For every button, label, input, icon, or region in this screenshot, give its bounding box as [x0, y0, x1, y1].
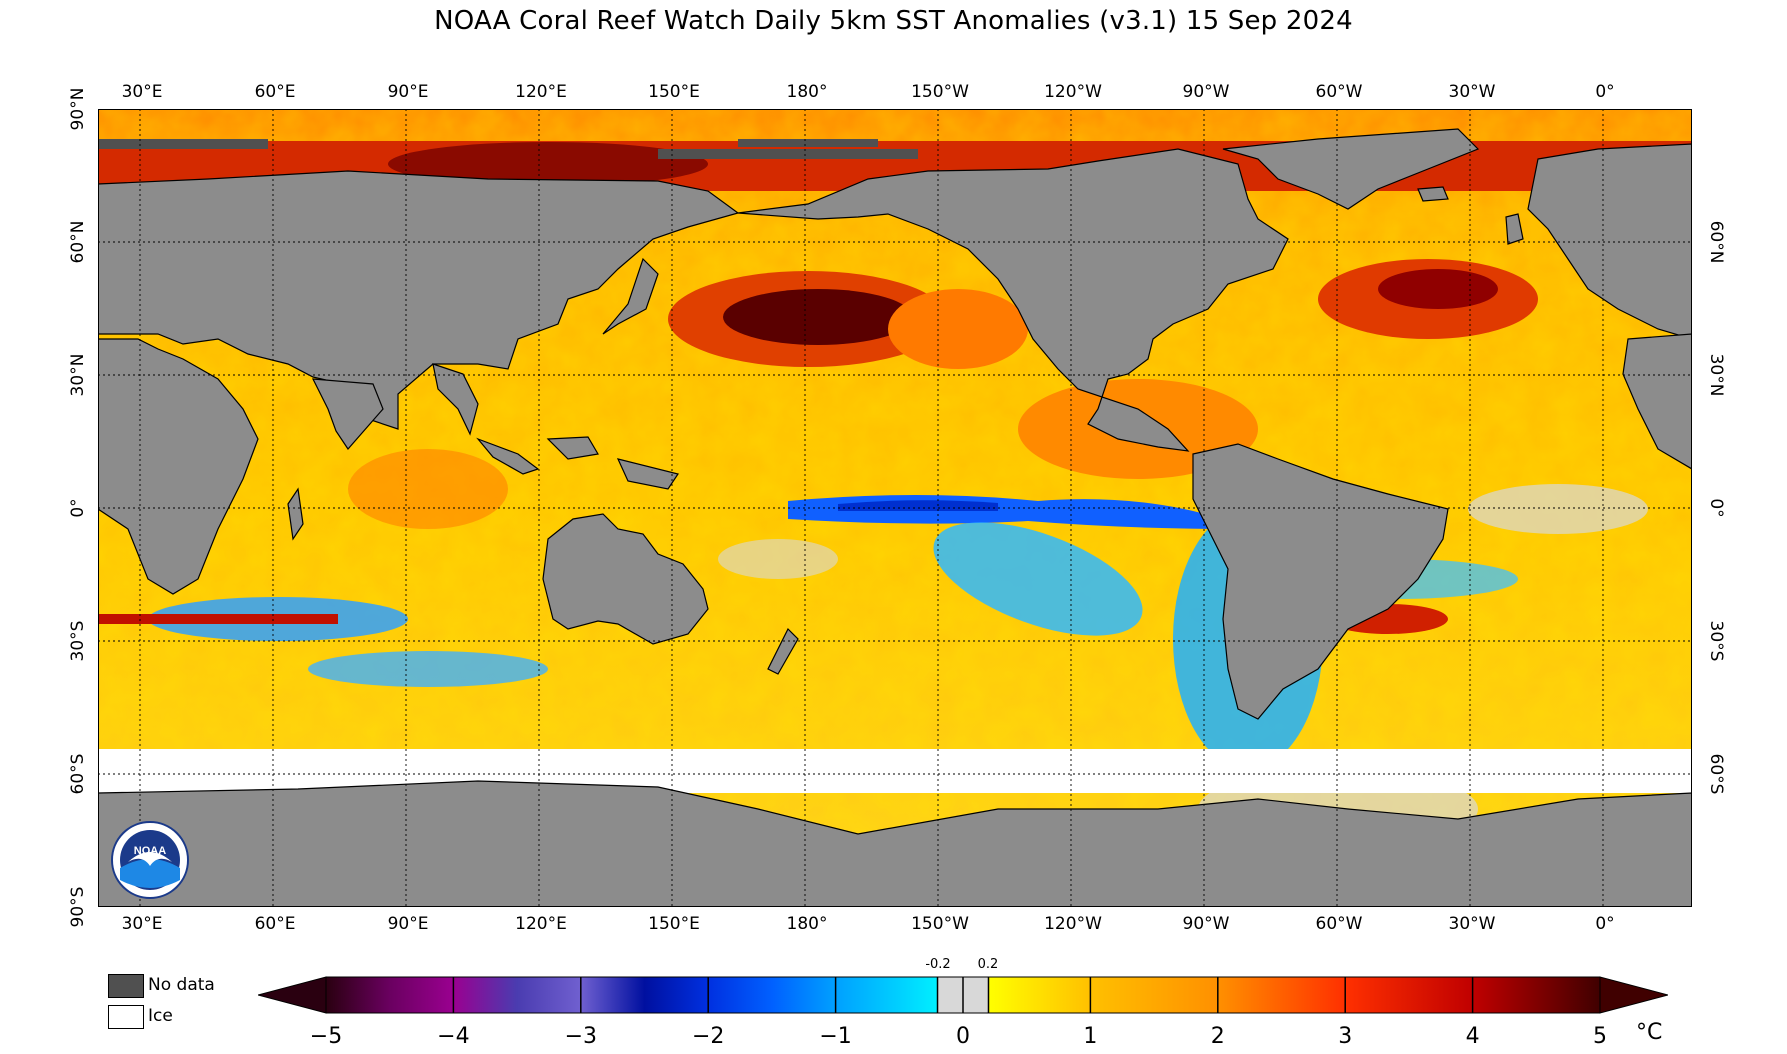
colorbar-tick-label: 0	[956, 1024, 970, 1049]
colorbar-tick-label: −1	[819, 1024, 852, 1049]
lat-label-left: 90°S	[68, 886, 88, 928]
lon-label-top: 120°E	[515, 82, 567, 102]
lon-label-bottom: 150°E	[648, 914, 700, 934]
colorbar-tick-label: 5	[1593, 1024, 1607, 1049]
colorbar-tick-label: 1	[1083, 1024, 1098, 1049]
lon-label-bottom: 60°E	[254, 914, 296, 934]
svg-text:NOAA: NOAA	[134, 845, 166, 857]
lat-label-left: 30°S	[68, 620, 88, 662]
lat-label-left: 0°	[68, 498, 88, 518]
lon-label-top: 150°W	[911, 82, 969, 102]
lon-label-top: 30°E	[121, 82, 163, 102]
graticule	[98, 109, 1692, 907]
lon-label-top: 120°W	[1044, 82, 1102, 102]
lon-label-bottom: 0°	[1595, 914, 1615, 934]
colorbar-max-arrow	[1599, 976, 1668, 1014]
no-data-label: No data	[148, 975, 215, 995]
colorbar-tick-label: 4	[1465, 1024, 1480, 1049]
colorbar	[258, 976, 1668, 1014]
lat-label-left: 60°N	[68, 220, 88, 264]
noaa-logo: NOAA	[111, 821, 189, 899]
lon-label-top: 90°E	[387, 82, 429, 102]
ice-label: Ice	[148, 1006, 173, 1026]
sst-anomaly-map	[98, 109, 1692, 907]
colorbar-tick-label: 2	[1210, 1024, 1225, 1049]
colorbar-tick-label: −5	[309, 1024, 343, 1049]
lon-label-bottom: 180°	[786, 914, 828, 934]
colorbar-tick-label: −2	[691, 1024, 725, 1049]
lon-label-bottom: 120°W	[1044, 914, 1102, 934]
lon-label-bottom: 30°W	[1448, 914, 1496, 934]
lon-label-bottom: 90°E	[387, 914, 429, 934]
lon-label-bottom: 120°E	[515, 914, 567, 934]
lat-label-right: 30°S	[1706, 620, 1726, 662]
lon-label-top: 90°W	[1182, 82, 1230, 102]
lat-label-left: 90°N	[68, 87, 88, 131]
lon-label-bottom: 60°W	[1315, 914, 1363, 934]
map-title: NOAA Coral Reef Watch Daily 5km SST Anom…	[434, 6, 1353, 36]
colorbar-min-arrow	[258, 976, 327, 1014]
lat-label-right: 60°N	[1706, 220, 1726, 264]
lon-label-top: 30°W	[1448, 82, 1496, 102]
lon-label-bottom: 90°W	[1182, 914, 1230, 934]
lat-label-left: 30°N	[68, 353, 88, 397]
lat-label-left: 60°S	[68, 753, 88, 795]
lat-label-right: 0°	[1706, 498, 1726, 518]
antarctic-ice	[98, 749, 1692, 793]
lon-label-bottom: 150°W	[911, 914, 969, 934]
lon-label-bottom: 30°E	[121, 914, 163, 934]
lon-label-top: 60°W	[1315, 82, 1363, 102]
no-data-regions	[98, 139, 918, 159]
colorbar-small-tick-neg: -0.2	[925, 957, 951, 972]
colorbar-small-tick-pos: 0.2	[977, 957, 999, 972]
lat-label-right: 30°N	[1706, 353, 1726, 397]
lon-label-top: 60°E	[254, 82, 296, 102]
lon-label-top: 180°	[786, 82, 828, 102]
lon-label-top: 0°	[1595, 82, 1615, 102]
map-canvas	[98, 109, 1692, 907]
land-masses	[98, 128, 1692, 907]
colorbar-tick-label: −3	[564, 1024, 598, 1049]
lon-label-top: 150°E	[648, 82, 700, 102]
colorbar-tick-label: −4	[437, 1024, 470, 1049]
colorbar-outline	[325, 976, 1601, 1014]
colorbar-segments	[326, 977, 1600, 1013]
colorbar-tick-label: 3	[1338, 1024, 1353, 1049]
map-border	[98, 109, 1692, 907]
ice-swatch	[108, 1005, 144, 1029]
no-data-swatch	[108, 974, 144, 998]
colorbar-unit: °C	[1636, 1020, 1663, 1045]
lat-label-right: 60°S	[1706, 753, 1726, 795]
